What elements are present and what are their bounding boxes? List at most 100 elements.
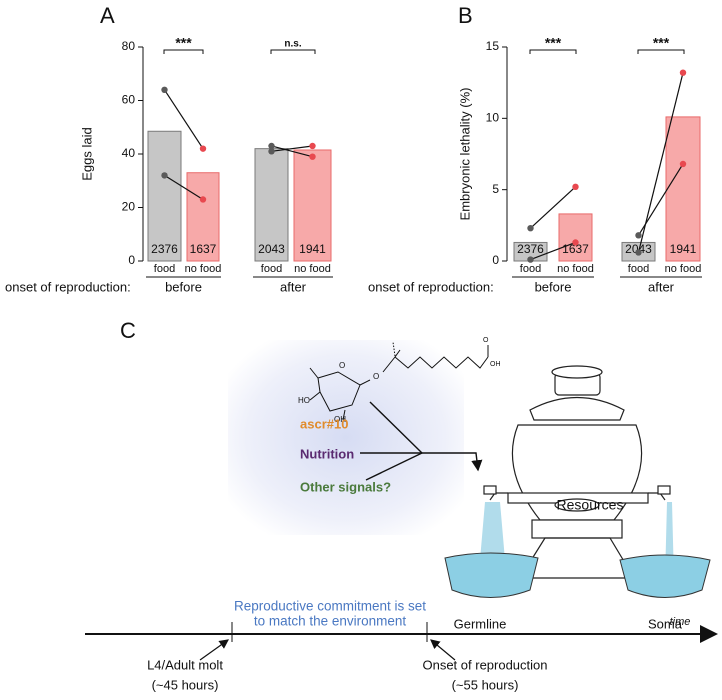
replicate-point — [199, 145, 207, 152]
replicate-line — [530, 241, 576, 261]
replicate-line — [163, 89, 204, 149]
sample-size: 2043 — [625, 242, 652, 256]
y-tick-label: 0 — [492, 253, 499, 267]
replicate-point — [199, 196, 207, 203]
group-label: after — [280, 279, 307, 294]
replicate-point — [635, 249, 642, 256]
significance-label: n.s. — [284, 39, 301, 50]
chem-atom: OH — [490, 361, 501, 368]
signal-label: Nutrition — [300, 446, 354, 461]
sample-size: 1637 — [562, 242, 589, 256]
chem-atom: HO — [298, 396, 310, 405]
bar — [254, 148, 289, 262]
y-tick-label: 60 — [122, 93, 136, 107]
sample-size: 1941 — [299, 242, 326, 256]
y-tick-label: 10 — [486, 111, 500, 125]
significance-bracket — [529, 49, 577, 54]
sample-size: 1941 — [670, 242, 697, 256]
y-tick-label: 40 — [122, 146, 136, 160]
bar — [147, 130, 182, 262]
chem-atom: O — [373, 372, 379, 381]
x-tick-label: food — [520, 263, 541, 275]
cup — [444, 552, 539, 598]
y-axis-label: Eggs laid — [79, 127, 94, 180]
chem-atom: OH — [334, 415, 346, 424]
replicate-point — [527, 256, 534, 263]
flow — [480, 502, 505, 560]
group-label: after — [648, 279, 675, 294]
group-axis-label: onset of reproduction: — [368, 279, 494, 294]
bar — [665, 116, 701, 262]
replicate-point — [268, 142, 275, 150]
x-tick-label: no food — [185, 263, 222, 275]
bar — [293, 149, 332, 262]
commitment-label: Reproductive commitment is set — [234, 599, 426, 614]
group-label: before — [535, 279, 572, 294]
sample-size: 2376 — [151, 242, 178, 256]
sample-size: 2043 — [258, 242, 285, 256]
replicate-point — [161, 86, 168, 94]
replicate-point — [309, 142, 316, 150]
time-label: time — [670, 616, 691, 628]
significance-bracket — [637, 49, 685, 54]
molt-label: (~45 hours) — [152, 677, 219, 692]
y-tick-label: 20 — [122, 200, 136, 214]
sample-size: 2376 — [517, 242, 544, 256]
significance-label: *** — [653, 35, 670, 51]
replicate-line — [530, 186, 576, 229]
pointer-arrow — [199, 639, 229, 661]
timeline-arrow — [700, 625, 718, 643]
onset-label: Onset of reproduction — [422, 657, 547, 672]
significance-bracket — [163, 49, 204, 54]
group-label: before — [165, 279, 202, 294]
y-tick-label: 80 — [122, 39, 136, 53]
panel-label: C — [120, 318, 136, 343]
cup — [619, 554, 711, 598]
replicate-point — [527, 224, 534, 232]
germline-label: Germline — [454, 616, 507, 631]
panel-label: A — [100, 3, 115, 28]
replicate-line — [271, 145, 313, 152]
replicate-line — [271, 145, 313, 158]
x-tick-label: food — [154, 263, 175, 275]
replicate-point — [268, 148, 275, 155]
y-tick-label: 15 — [486, 39, 500, 53]
signal-glow — [228, 340, 464, 535]
bar — [186, 172, 220, 262]
y-axis-label: Embryonic lethality (%) — [457, 88, 472, 221]
soma-label: Soma — [648, 616, 683, 631]
replicate-point — [679, 69, 687, 76]
panel-label: B — [458, 3, 473, 28]
replicate-point — [309, 153, 316, 160]
resources-label: Resources — [557, 497, 624, 513]
replicate-point — [635, 232, 642, 239]
samovar — [483, 365, 671, 579]
signal-arrows — [360, 401, 483, 481]
pointer-arrow — [430, 639, 456, 661]
sample-size: 1637 — [190, 242, 217, 256]
y-tick-label: 5 — [492, 182, 499, 196]
replicate-line — [637, 163, 684, 236]
replicate-point — [679, 160, 687, 168]
x-tick-label: no food — [294, 263, 331, 275]
bar — [558, 213, 593, 262]
significance-bracket — [270, 49, 316, 54]
signal-label: ascr#10 — [300, 416, 348, 431]
x-tick-label: no food — [665, 263, 702, 275]
replicate-point — [572, 239, 579, 246]
x-tick-label: food — [628, 263, 649, 275]
onset-label: (~55 hours) — [452, 677, 519, 692]
x-tick-label: no food — [557, 263, 594, 275]
significance-label: *** — [175, 35, 192, 51]
group-axis-label: onset of reproduction: — [5, 279, 131, 294]
significance-label: *** — [545, 35, 562, 51]
panel-c: C O HO OH O O OH ascr#10 Nutrition Other… — [85, 318, 718, 692]
chem-atom: O — [339, 361, 345, 370]
commitment-label: to match the environment — [254, 614, 407, 629]
replicate-line — [164, 174, 204, 200]
molt-label: L4/Adult molt — [147, 657, 223, 672]
replicate-point — [572, 183, 579, 191]
chem-atom: O — [483, 337, 489, 344]
replicate-point — [161, 172, 168, 179]
